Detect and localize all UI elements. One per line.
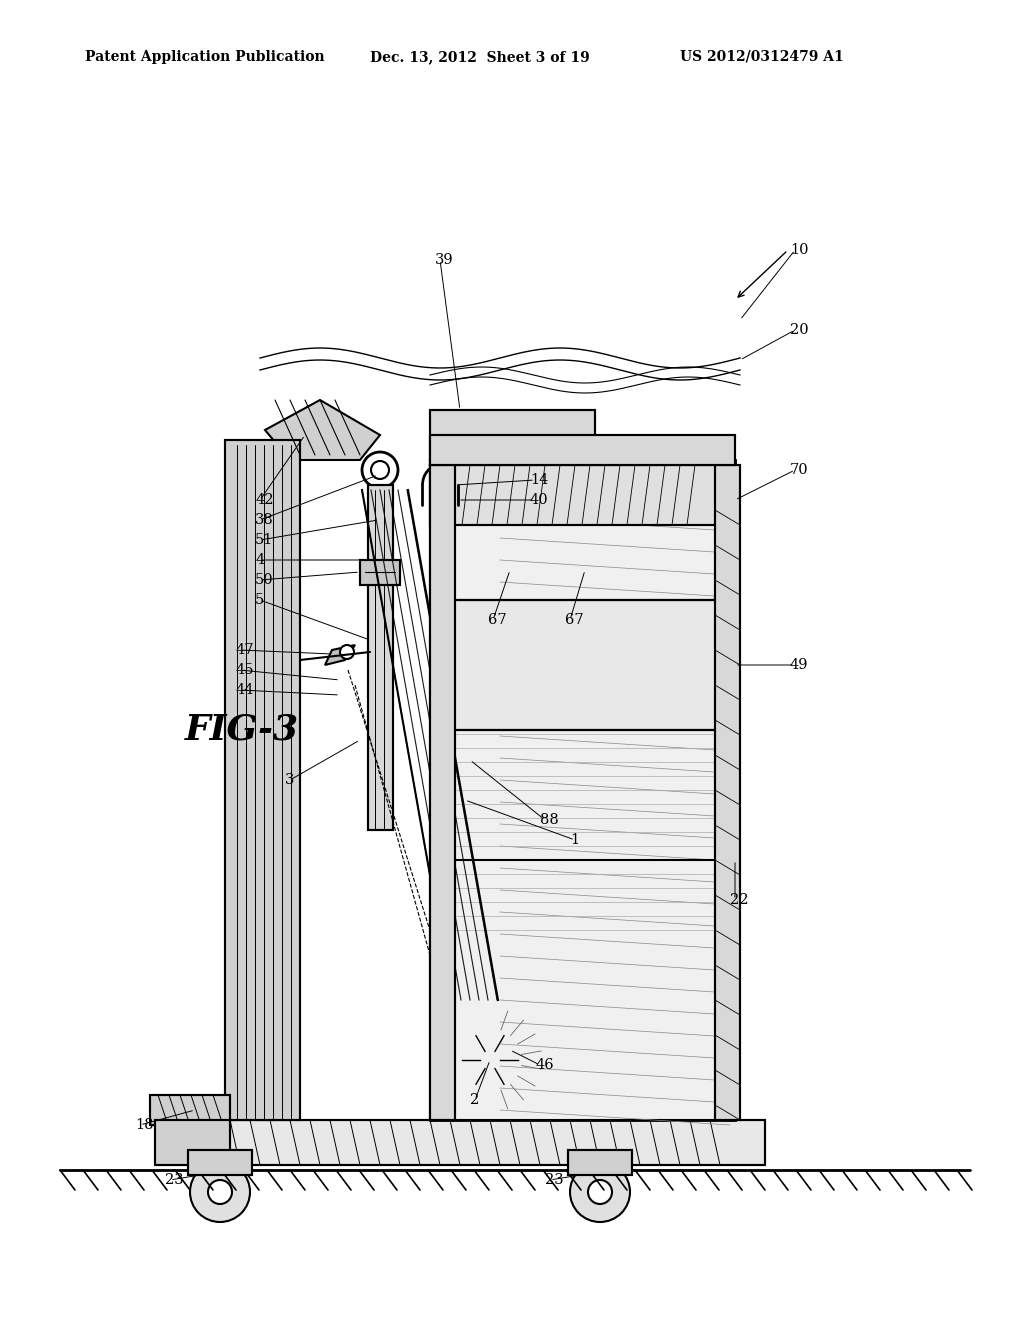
Text: 22: 22 [730,894,749,907]
Bar [188,1150,252,1175]
Circle shape [435,1005,545,1115]
Text: 23: 23 [165,1173,183,1187]
Text: 70: 70 [790,463,809,477]
Text: 42: 42 [255,492,273,507]
Text: 5: 5 [255,593,264,607]
Bar [360,560,400,585]
Text: 38: 38 [255,513,273,527]
Bar [430,436,735,465]
Bar [220,1119,765,1166]
Text: 20: 20 [790,323,809,337]
Text: 10: 10 [790,243,809,257]
Text: Dec. 13, 2012  Sheet 3 of 19: Dec. 13, 2012 Sheet 3 of 19 [370,50,590,63]
Polygon shape [265,400,380,459]
Text: 1: 1 [570,833,580,847]
Circle shape [570,1162,630,1222]
Circle shape [480,1049,500,1071]
Bar [715,465,740,1119]
Circle shape [371,461,389,479]
Bar [220,1119,765,1166]
Bar [430,465,455,1119]
Text: US 2012/0312479 A1: US 2012/0312479 A1 [680,50,844,63]
Text: 44: 44 [234,682,254,697]
Text: 23: 23 [545,1173,563,1187]
Text: 47: 47 [234,643,254,657]
Bar [225,440,300,1119]
Bar [715,465,740,1119]
Text: 67: 67 [488,612,507,627]
Bar [430,411,595,465]
Text: FIG-3: FIG-3 [185,713,299,747]
Circle shape [460,1030,520,1090]
Circle shape [508,422,532,447]
Text: 49: 49 [790,657,809,672]
Bar [360,560,400,585]
Circle shape [515,430,525,440]
Bar [435,601,730,730]
Text: 40: 40 [530,492,549,507]
Bar [435,601,730,730]
Text: 51: 51 [255,533,273,546]
Bar [188,1150,252,1175]
Text: 39: 39 [435,253,454,267]
Text: 50: 50 [255,573,273,587]
Circle shape [588,1180,612,1204]
Text: 3: 3 [285,774,294,787]
Circle shape [340,645,354,659]
Bar [430,411,595,465]
Bar [155,1119,230,1166]
Circle shape [208,1180,232,1204]
Circle shape [362,451,398,488]
Bar [430,465,735,525]
Bar [430,465,735,525]
Text: 2: 2 [470,1093,479,1107]
Circle shape [692,667,708,682]
Bar [568,1150,632,1175]
Bar [368,484,393,830]
Text: 46: 46 [535,1059,554,1072]
Bar [568,1150,632,1175]
Text: 18: 18 [135,1118,154,1133]
Bar [150,1096,230,1125]
Bar [430,436,735,465]
Bar [150,1096,230,1125]
Text: Patent Application Publication: Patent Application Publication [85,50,325,63]
Bar [368,484,393,830]
Circle shape [578,564,592,577]
Bar [225,440,300,1119]
Circle shape [503,564,517,577]
Text: 67: 67 [565,612,584,627]
Text: 14: 14 [530,473,549,487]
Circle shape [494,554,526,586]
Bar [155,1119,230,1166]
Text: 4: 4 [255,553,264,568]
Text: 88: 88 [540,813,559,828]
Bar [430,459,735,1119]
Text: 45: 45 [234,663,254,677]
Polygon shape [325,645,355,665]
Bar [430,465,455,1119]
Circle shape [569,554,601,586]
Circle shape [190,1162,250,1222]
Bar [430,459,735,1119]
